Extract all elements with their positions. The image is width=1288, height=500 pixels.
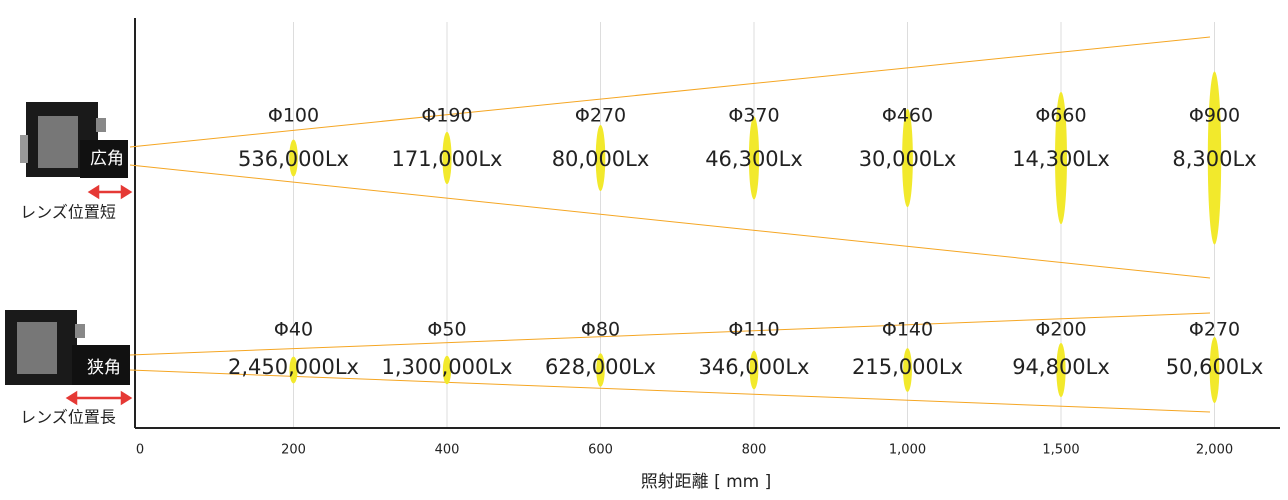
x-tick-label: 200	[281, 443, 306, 458]
illuminance: 346,000Lx	[699, 355, 810, 379]
x-axis-label: 照射距離 [ mm ]	[641, 472, 772, 492]
series-name: 狭角	[87, 358, 121, 378]
beam-edge	[129, 164, 1211, 279]
light-spot	[442, 355, 452, 385]
x-tick-label: 600	[588, 443, 613, 458]
x-tick-label: 1,000	[889, 443, 926, 458]
light-spot	[748, 116, 760, 200]
projector-lens	[80, 140, 128, 178]
spot-diameter: Φ110	[728, 319, 779, 341]
arrow-head	[65, 390, 78, 406]
beam-edge	[129, 312, 1211, 356]
illuminance: 30,000Lx	[859, 147, 957, 171]
arrows	[65, 184, 133, 406]
arrow-head	[120, 184, 133, 200]
arrow-head	[120, 390, 133, 406]
light-spot	[1056, 343, 1066, 397]
spot-diameter: Φ40	[274, 319, 313, 341]
spot-diameter: Φ80	[581, 319, 620, 341]
spot-diameter: Φ190	[421, 105, 472, 127]
projector-handle	[20, 135, 28, 163]
spot-diameter: Φ660	[1035, 105, 1086, 127]
projector-vent	[38, 116, 78, 168]
light-spot	[1209, 337, 1220, 403]
x-tick-label: 0	[136, 443, 144, 458]
illuminance: 46,300Lx	[705, 147, 803, 171]
light-spot	[1207, 71, 1222, 245]
illuminance: 80,000Lx	[552, 147, 650, 171]
arrow-head	[87, 184, 100, 200]
projector-wide	[20, 102, 128, 178]
projector-knob	[96, 118, 106, 132]
spot-diameter: Φ200	[1035, 319, 1086, 341]
beam-edge	[129, 369, 1211, 413]
spot-diameter: Φ460	[882, 105, 933, 127]
projector-lens	[72, 345, 130, 385]
light-spot	[596, 353, 605, 387]
light-spot	[749, 350, 759, 390]
illuminance: 94,800Lx	[1012, 355, 1110, 379]
lens-position: レンズ位置短	[20, 203, 116, 222]
spot-diameter: Φ900	[1189, 105, 1240, 127]
illuminance: 215,000Lx	[852, 355, 963, 379]
illuminance: 50,600Lx	[1166, 355, 1264, 379]
illuminance: 14,300Lx	[1012, 147, 1110, 171]
illuminance: 2,450,000Lx	[228, 355, 359, 379]
projector-knob	[75, 324, 85, 338]
series-name: 広角	[90, 149, 124, 169]
spot-diameter: Φ100	[268, 105, 319, 127]
spot-diameter: Φ50	[427, 319, 466, 341]
illuminance: 171,000Lx	[392, 147, 503, 171]
light-spot	[289, 139, 298, 177]
illuminance: 536,000Lx	[238, 147, 349, 171]
light-spot	[902, 108, 913, 208]
light-spot	[442, 131, 452, 185]
x-tick-label: 800	[742, 443, 767, 458]
spot-diameter: Φ140	[882, 319, 933, 341]
spot-diameter: Φ270	[1189, 319, 1240, 341]
light-spot	[1055, 91, 1067, 225]
spot-diameter: Φ270	[575, 105, 626, 127]
light-spot	[289, 356, 298, 384]
x-tick-label: 400	[435, 443, 460, 458]
spot-diameter: Φ370	[728, 105, 779, 127]
x-tick-label: 1,500	[1042, 443, 1079, 458]
projector-narrow	[5, 310, 130, 385]
lens-position: レンズ位置長	[20, 408, 116, 427]
illuminance: 628,000Lx	[545, 355, 656, 379]
illuminance: 1,300,000Lx	[381, 355, 512, 379]
light-spot	[595, 125, 606, 191]
light-spot	[903, 348, 912, 392]
x-tick-label: 2,000	[1196, 443, 1233, 458]
projector-vent	[17, 322, 57, 374]
beam-edge	[129, 36, 1211, 148]
illuminance: 8,300Lx	[1172, 147, 1256, 171]
